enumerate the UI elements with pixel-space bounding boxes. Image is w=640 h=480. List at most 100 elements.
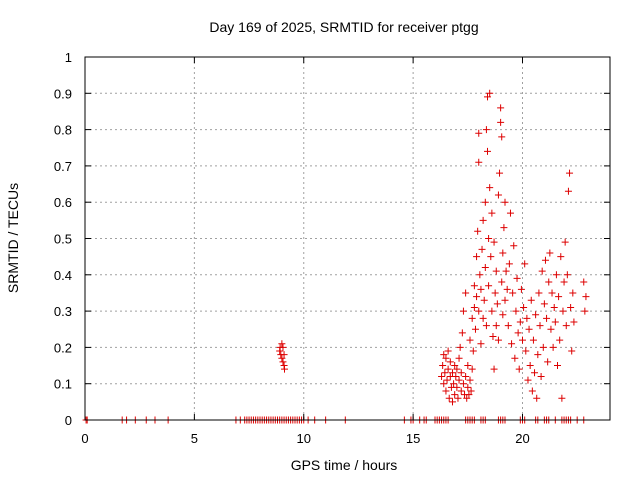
data-point	[540, 300, 548, 308]
data-point	[510, 242, 518, 250]
data-point	[443, 376, 451, 384]
y-tick-label: 0.5	[54, 232, 72, 247]
data-point	[449, 369, 456, 377]
data-point	[497, 118, 505, 126]
x-tick-label: 20	[515, 431, 529, 446]
data-point	[473, 253, 481, 261]
data-point	[517, 285, 525, 293]
data-point	[468, 365, 476, 373]
data-point	[456, 343, 464, 351]
data-point	[556, 336, 564, 344]
data-point	[457, 387, 465, 395]
x-tick-label: 15	[406, 431, 420, 446]
data-point	[280, 351, 288, 359]
data-point	[446, 358, 454, 366]
data-point	[440, 380, 448, 388]
data-point	[533, 394, 541, 402]
data-point	[515, 365, 523, 373]
data-point	[484, 93, 491, 101]
data-point	[442, 387, 450, 395]
data-point	[490, 238, 498, 246]
data-point	[462, 372, 470, 380]
data-point	[501, 296, 509, 304]
data-point	[477, 340, 485, 348]
tick-labels-layer: 00.10.20.30.40.50.60.70.80.910 5 10 15 20	[54, 50, 530, 446]
data-point	[488, 307, 496, 315]
data-point	[503, 285, 511, 293]
data-point	[489, 333, 497, 341]
data-point	[513, 274, 521, 282]
data-point	[524, 376, 532, 384]
data-point	[475, 129, 483, 137]
data-point	[531, 369, 539, 377]
data-point	[508, 340, 516, 348]
data-point	[482, 126, 490, 134]
data-point	[492, 267, 500, 275]
x-axis-label: GPS time / hours	[291, 457, 398, 473]
data-point	[551, 318, 559, 326]
data-point	[440, 351, 448, 359]
data-point	[498, 133, 506, 141]
data-point	[441, 369, 449, 377]
data-point	[462, 289, 470, 297]
data-point	[466, 376, 474, 384]
data-point	[502, 267, 510, 275]
data-point	[506, 209, 514, 217]
data-point	[481, 264, 489, 272]
data-point	[544, 358, 552, 366]
data-point	[558, 394, 566, 402]
data-point	[570, 318, 578, 326]
data-point	[452, 372, 460, 380]
data-point	[520, 303, 528, 311]
data-point	[490, 365, 498, 373]
points-layer	[82, 89, 590, 424]
data-point	[543, 314, 551, 322]
data-point	[535, 289, 543, 297]
data-point	[561, 238, 569, 246]
data-point	[501, 198, 509, 206]
data-point	[442, 354, 450, 362]
data-point	[477, 285, 485, 293]
data-point	[499, 311, 507, 319]
data-point	[560, 278, 568, 286]
y-tick-label: 0.8	[54, 123, 72, 138]
data-point	[485, 282, 493, 290]
data-point	[491, 289, 499, 297]
data-point	[547, 325, 555, 333]
data-point	[444, 347, 452, 355]
data-point	[580, 278, 588, 286]
data-point	[528, 387, 536, 395]
data-point	[463, 394, 471, 402]
data-point	[493, 300, 501, 308]
grid-layer	[85, 57, 610, 420]
data-point	[521, 260, 529, 268]
data-point	[581, 307, 589, 315]
data-point	[468, 314, 476, 322]
data-point	[504, 322, 512, 330]
data-point	[279, 358, 287, 366]
data-point	[582, 293, 590, 301]
data-point	[514, 329, 522, 337]
ticks-layer	[84, 56, 610, 421]
data-point	[559, 307, 567, 315]
data-point	[505, 260, 513, 268]
chart-title: Day 169 of 2025, SRMTID for receiver ptg…	[209, 19, 478, 35]
data-point	[475, 307, 483, 315]
data-point	[276, 343, 284, 351]
data-point	[467, 387, 475, 395]
data-point	[563, 271, 571, 279]
data-point	[474, 227, 482, 235]
x-tick-label: 10	[297, 431, 311, 446]
y-tick-label: 0	[65, 413, 72, 428]
data-point	[536, 322, 544, 330]
data-point	[486, 89, 494, 97]
data-point	[486, 184, 494, 192]
data-point	[455, 354, 463, 362]
data-point	[464, 362, 472, 370]
y-tick-label: 0.9	[54, 86, 72, 101]
data-point	[511, 354, 519, 362]
data-point	[549, 343, 557, 351]
data-point	[541, 256, 549, 264]
